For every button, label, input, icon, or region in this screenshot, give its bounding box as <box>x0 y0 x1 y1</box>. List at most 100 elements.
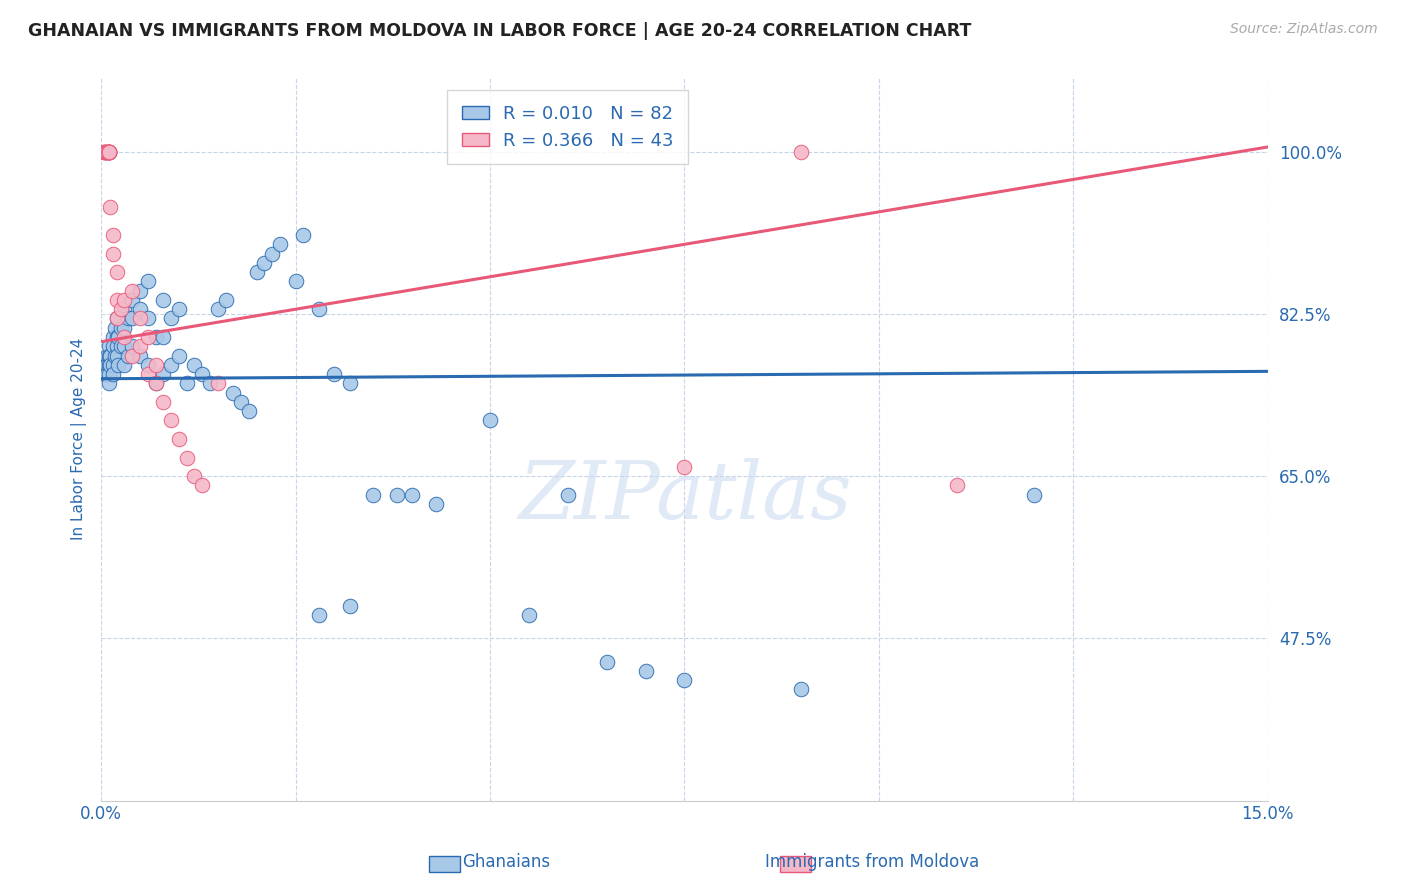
Point <box>97 358 120 372</box>
Point <box>634 664 657 678</box>
Point <box>308 608 330 623</box>
Point <box>104 349 127 363</box>
Point <box>207 376 229 391</box>
Point <box>129 284 152 298</box>
Point <box>96 358 118 372</box>
Point <box>339 599 361 613</box>
Point <box>107 330 129 344</box>
Point <box>152 395 174 409</box>
Point <box>121 311 143 326</box>
Point <box>176 376 198 391</box>
Point <box>105 265 128 279</box>
Point <box>105 293 128 307</box>
Point <box>145 330 167 344</box>
Point <box>145 376 167 391</box>
Point <box>363 488 385 502</box>
Point <box>97 145 120 159</box>
Point <box>129 302 152 317</box>
Point <box>101 339 124 353</box>
Point <box>253 256 276 270</box>
Point <box>94 145 117 159</box>
Point <box>129 339 152 353</box>
Point <box>167 349 190 363</box>
Point <box>557 488 579 502</box>
Point <box>673 459 696 474</box>
Point <box>97 145 120 159</box>
Text: Ghanaians: Ghanaians <box>463 853 550 871</box>
Point <box>97 145 120 159</box>
Point <box>339 376 361 391</box>
Point <box>790 145 813 159</box>
Point <box>97 145 120 159</box>
Point <box>96 349 118 363</box>
Point <box>136 367 159 381</box>
Point <box>222 385 245 400</box>
Point <box>96 145 118 159</box>
Point <box>517 608 540 623</box>
Point <box>94 145 117 159</box>
Point <box>96 367 118 381</box>
Point <box>145 358 167 372</box>
Point <box>152 330 174 344</box>
Point <box>93 145 115 159</box>
Point <box>107 358 129 372</box>
Point <box>114 339 136 353</box>
Point <box>105 349 128 363</box>
Point <box>136 311 159 326</box>
Point <box>114 293 136 307</box>
Point <box>97 145 120 159</box>
Point <box>262 246 284 260</box>
Point <box>110 339 132 353</box>
Point <box>97 339 120 353</box>
Point <box>104 320 127 334</box>
Point <box>292 228 315 243</box>
Point <box>101 358 124 372</box>
Point <box>229 395 252 409</box>
Point <box>145 376 167 391</box>
Point <box>152 367 174 381</box>
Point <box>790 682 813 697</box>
Point <box>136 358 159 372</box>
Point <box>114 302 136 317</box>
Point <box>136 330 159 344</box>
Point <box>101 330 124 344</box>
Point <box>97 145 120 159</box>
Point <box>97 349 120 363</box>
Point <box>385 488 408 502</box>
Point <box>114 358 136 372</box>
Text: Immigrants from Moldova: Immigrants from Moldova <box>765 853 979 871</box>
Point <box>160 358 183 372</box>
Point <box>100 200 122 214</box>
Point <box>121 293 143 307</box>
Point <box>478 413 501 427</box>
Point <box>323 367 346 381</box>
Text: Source: ZipAtlas.com: Source: ZipAtlas.com <box>1230 22 1378 37</box>
Point <box>595 655 617 669</box>
Point <box>101 367 124 381</box>
Point <box>152 293 174 307</box>
Point <box>1024 488 1046 502</box>
Point <box>105 311 128 326</box>
Point <box>176 450 198 465</box>
Point <box>121 349 143 363</box>
Point <box>167 432 190 446</box>
Point <box>94 145 117 159</box>
Point <box>100 358 122 372</box>
Point <box>114 330 136 344</box>
Point <box>94 358 117 372</box>
Point <box>136 274 159 288</box>
Point <box>160 311 183 326</box>
Point <box>105 330 128 344</box>
Y-axis label: In Labor Force | Age 20-24: In Labor Force | Age 20-24 <box>72 338 87 541</box>
Point <box>269 237 291 252</box>
Point <box>183 358 205 372</box>
Point <box>94 367 117 381</box>
Point <box>97 145 120 159</box>
Point <box>308 302 330 317</box>
Point <box>401 488 423 502</box>
Point <box>105 311 128 326</box>
Point <box>673 673 696 687</box>
Point <box>114 320 136 334</box>
Point <box>121 284 143 298</box>
Point <box>945 478 967 492</box>
